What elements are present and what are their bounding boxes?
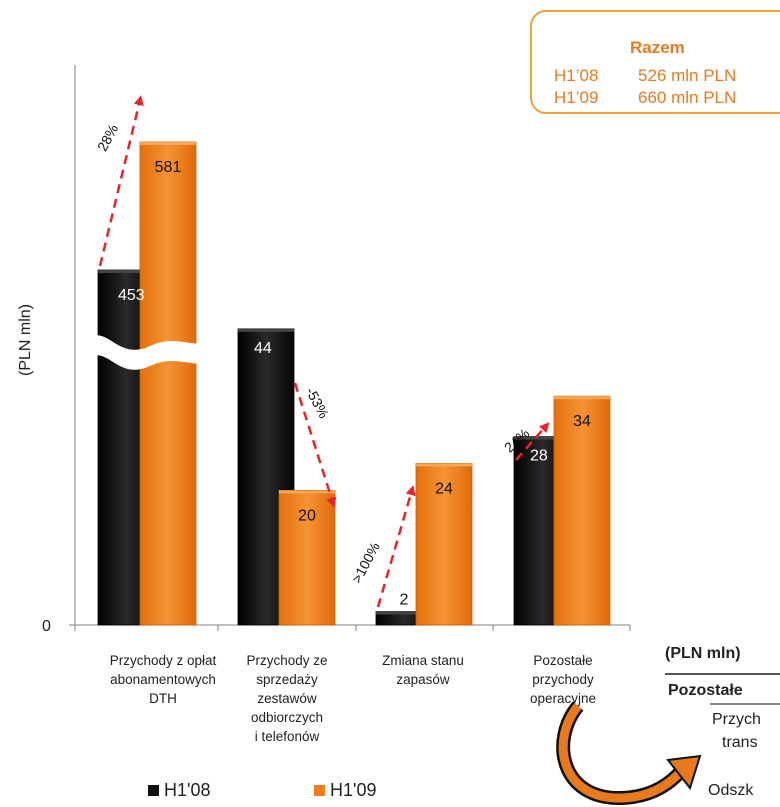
category-label-1: zestawów [257,691,317,706]
bar-cap [376,611,432,615]
bar-cap [279,490,335,494]
category-label-3: przychody [532,672,594,687]
change-label-2: >100% [348,539,383,585]
y-axis-label: (PLN mln) [17,304,34,376]
curved-arrow-icon [556,701,702,806]
bar-cap [140,142,196,145]
side-line-1: Przych [712,711,761,728]
category-label-0: DTH [149,691,177,706]
bar-cap [514,436,570,440]
bar-h109-0 [139,141,197,626]
bar-cap [238,328,294,332]
data-label-h108-3: 28 [530,448,548,465]
axis-break [92,335,212,370]
change-arrow-2 [376,485,416,608]
bar-cap [98,270,154,273]
category-label-1: i telefonów [255,729,320,744]
change-arrow-1 [293,382,337,508]
data-label-h108-0: 453 [118,287,145,304]
summary-row-h108: H1’08 526 mln PLN [554,66,736,86]
category-label-1: Przychody ze [246,653,327,668]
data-label-h109-3: 34 [573,413,591,430]
data-label-h109-2: 24 [435,480,453,497]
summary-box: Razem H1’08 526 mln PLN H1’09 660 mln PLN [530,10,780,114]
legend-item-h109: H1'09 [314,780,376,801]
side-line-3: Odszk [708,782,754,799]
data-label-h109-0: 581 [155,159,182,176]
summary-title: Razem [630,38,685,57]
data-label-h108-1: 44 [254,340,272,357]
summary-row-label: H1’09 [554,88,599,107]
summary-row-value: 660 mln PLN [638,88,737,107]
change-arrow-0 [98,95,144,267]
legend-label-h109: H1'09 [330,780,377,800]
change-label-0: 28% [94,122,121,154]
category-label-3: Pozostałe [533,653,592,668]
side-divider-2 [710,703,780,705]
data-label-h108-2: 2 [400,592,409,609]
legend-label-h108: H1'08 [164,780,211,800]
bar-h109-1 [278,489,336,626]
category-label-3: operacyjne [530,691,596,706]
side-heading: Pozostałe [668,682,743,699]
change-label-1: -53% [303,384,332,420]
summary-row-h109: H1’09 660 mln PLN [554,88,736,108]
bar-cap [554,396,610,400]
category-label-1: sprzedaży [256,672,318,687]
category-label-0: Przychody z opłat [110,653,217,668]
legend-swatch-h109 [314,785,325,796]
side-divider [665,673,780,675]
summary-row-label: H1’08 [554,66,599,85]
category-label-1: odbiorczych [251,710,323,725]
summary-row-value: 526 mln PLN [638,66,737,85]
legend-swatch-h108 [148,785,159,796]
legend-item-h108: H1'08 [148,780,210,801]
category-label-2: Zmiana stanu [382,653,464,668]
side-unit: (PLN mln) [665,645,741,662]
data-label-h109-1: 20 [298,507,316,524]
change-arrow-3 [515,422,550,461]
side-line-2: trans [722,734,758,751]
bar-h109-3 [553,395,611,626]
bar-cap [416,463,472,467]
category-label-2: zapasów [396,672,450,687]
category-label-0: abonamentowych [110,672,216,687]
bar-h109-2 [415,463,473,626]
y-tick-label: 0 [42,618,51,635]
